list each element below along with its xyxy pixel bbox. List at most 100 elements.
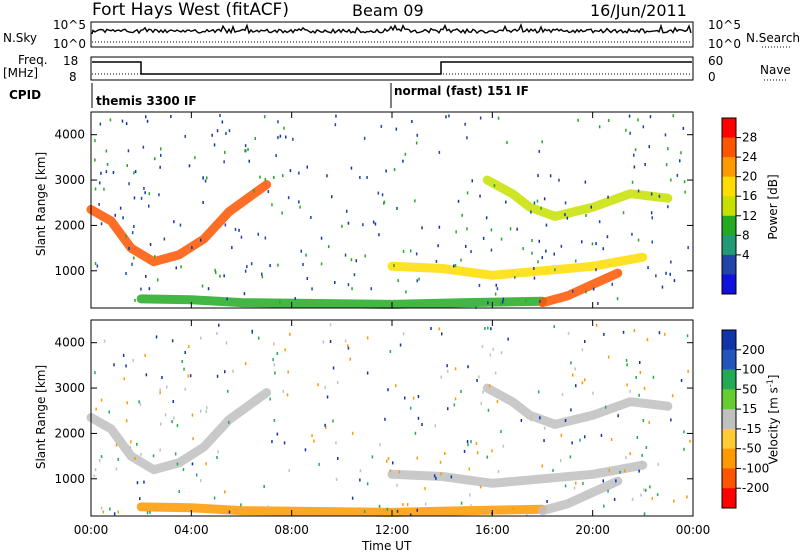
- speckle: [131, 231, 134, 235]
- speckle: [661, 285, 664, 289]
- speckle: [457, 199, 460, 203]
- speckle: [409, 406, 412, 410]
- speckle: [183, 367, 185, 371]
- speckle: [306, 165, 308, 169]
- speckle: [115, 467, 118, 471]
- speckle: [359, 469, 362, 473]
- speckle: [99, 459, 101, 463]
- speckle: [386, 507, 389, 511]
- echo-band: [538, 476, 623, 516]
- colorbar-tick-label: 100: [742, 363, 765, 377]
- speckle: [347, 346, 350, 350]
- speckle: [148, 287, 151, 291]
- speckle: [149, 510, 151, 514]
- colorbar-swatch: [722, 176, 736, 197]
- speckle: [143, 187, 145, 190]
- speckle: [174, 452, 177, 456]
- speckle: [540, 206, 542, 210]
- speckle: [617, 414, 619, 418]
- speckle: [533, 201, 536, 205]
- y-tick-label: 2000: [54, 426, 85, 440]
- speckle: [223, 160, 225, 164]
- speckle: [637, 238, 640, 242]
- speckle: [603, 504, 605, 508]
- speckle: [648, 145, 650, 149]
- speckle: [386, 459, 388, 463]
- speckle: [96, 264, 99, 268]
- speckle: [250, 262, 253, 266]
- colorbar-tick-label: -50: [742, 442, 762, 456]
- speckle: [530, 210, 532, 214]
- speckle: [543, 426, 546, 430]
- speckle: [276, 352, 279, 355]
- y-tick-label: 3000: [54, 381, 85, 395]
- speckle: [246, 265, 248, 269]
- speckle: [122, 216, 124, 220]
- speckle: [392, 461, 394, 465]
- speckle: [277, 120, 279, 124]
- speckle: [687, 246, 689, 250]
- speckle: [363, 510, 366, 513]
- x-tick-label: 00:00: [74, 523, 109, 537]
- speckle: [179, 223, 182, 227]
- speckle: [286, 393, 289, 397]
- speckle: [384, 417, 386, 421]
- speckle: [93, 474, 96, 478]
- speckle: [337, 457, 339, 460]
- speckle: [219, 114, 221, 117]
- speckle: [495, 283, 497, 287]
- speckle: [225, 132, 227, 135]
- speckle: [287, 196, 290, 200]
- speckle: [545, 249, 547, 253]
- speckle: [475, 442, 478, 445]
- speckle: [466, 227, 468, 231]
- speckle: [363, 136, 366, 140]
- speckle: [269, 397, 271, 401]
- speckle: [140, 196, 143, 200]
- speckle: [610, 438, 613, 441]
- speckle: [493, 184, 496, 188]
- speckle: [566, 216, 569, 220]
- speckle: [100, 398, 103, 402]
- speckle: [531, 251, 533, 255]
- speckle: [178, 490, 180, 493]
- x-axis-ticks: 00:00 04:00 08:00 12:00 16:00 20:00 00:00: [74, 112, 710, 537]
- colorbar-swatch: [722, 254, 736, 275]
- speckle: [689, 439, 691, 443]
- colorbar-swatch: [722, 118, 736, 139]
- speckle: [128, 182, 130, 186]
- speckle: [496, 400, 499, 404]
- speckle: [639, 371, 642, 374]
- colorbar-swatch: [722, 369, 736, 390]
- cpid-mode-1: themis 3300 IF: [96, 94, 197, 108]
- speckle: [228, 420, 230, 424]
- colorbar-tick-label: 28: [742, 131, 757, 145]
- speckle: [298, 200, 300, 204]
- speckle: [533, 276, 536, 280]
- speckle: [133, 196, 136, 200]
- speckle: [502, 444, 505, 448]
- speckle: [622, 211, 625, 215]
- speckle: [166, 385, 168, 389]
- speckle: [281, 211, 283, 215]
- date-title: 16/Jun/2011: [590, 1, 687, 20]
- speckle: [441, 332, 443, 336]
- speckle: [506, 141, 508, 145]
- speckle: [387, 388, 389, 392]
- speckle: [160, 153, 162, 157]
- speckle: [636, 436, 639, 439]
- speckle: [509, 227, 512, 231]
- speckle: [650, 211, 653, 215]
- speckle: [416, 279, 418, 283]
- speckle: [271, 203, 273, 207]
- speckle: [304, 448, 307, 452]
- nsearch-tick-low: 10^0: [708, 37, 741, 51]
- speckle: [205, 462, 207, 466]
- speckle: [628, 114, 631, 118]
- speckle: [332, 366, 335, 370]
- velocity-y-ticks: 1000 2000 3000 4000: [54, 336, 693, 486]
- speckle: [272, 358, 274, 362]
- speckle: [184, 134, 186, 138]
- speckle: [460, 501, 463, 505]
- speckle: [488, 384, 491, 388]
